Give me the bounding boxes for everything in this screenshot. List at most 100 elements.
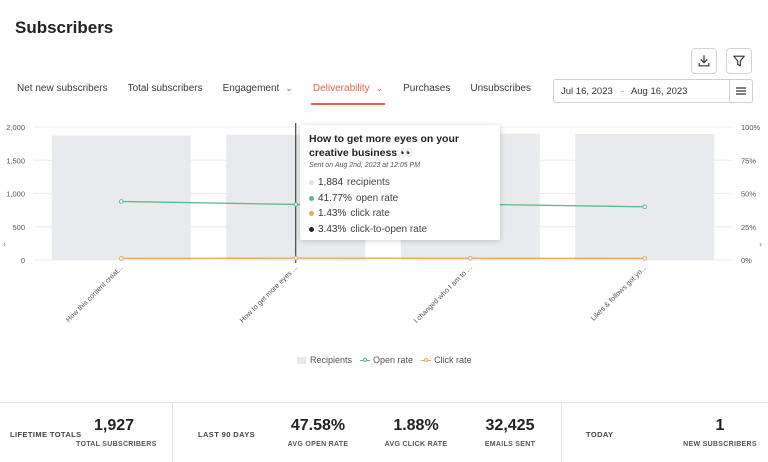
point-click-rate	[467, 255, 473, 261]
date-range-start: Jul 16, 2023	[561, 85, 613, 97]
x-axis-tick-label: Likes & follows got yo...	[589, 263, 648, 322]
tab-label: Total subscribers	[127, 83, 203, 94]
avg-open-rate-stat: 47.58% AVG OPEN RATE	[278, 417, 358, 448]
filter-button[interactable]	[726, 48, 752, 74]
series-dot-icon	[309, 226, 314, 232]
page-title: Subscribers	[15, 18, 114, 37]
tooltip-row-value: 1,884	[318, 177, 344, 188]
emails-sent-stat: 32,425 EMAILS SENT	[470, 417, 550, 448]
y-axis-tick-label: 1,500	[6, 156, 25, 165]
new-subscribers-value: 1	[715, 417, 725, 434]
tab-engagement[interactable]: Engagement ⌄	[223, 83, 293, 105]
point-click-rate	[642, 256, 648, 261]
legend-recipients-swatch	[297, 356, 306, 364]
menu-icon	[736, 87, 746, 95]
legend-click-rate-swatch	[421, 357, 432, 362]
total-subscribers-value: 1,927	[93, 417, 135, 434]
tooltip-row-label: recipients	[347, 177, 390, 188]
tooltip-subtitle: Sent on Aug 2nd, 2023 at 12:05 PM	[309, 162, 421, 169]
avg-click-rate-stat: 1.88% AVG CLICK RATE	[376, 417, 456, 448]
total-subscribers-stat: 1,927 TOTAL SUBSCRIBERS	[76, 417, 157, 448]
new-subscribers-stat: 1 NEW SUBSCRIBERS	[680, 417, 760, 448]
legend-click-rate[interactable]: Click rate	[421, 355, 472, 365]
legend-open-rate-swatch	[360, 357, 371, 362]
download-icon	[698, 55, 710, 67]
tooltip-row-label: click rate	[350, 208, 390, 219]
tooltip-row: 1.43% click rate	[309, 206, 491, 222]
chevron-left-icon: ‹	[3, 239, 6, 249]
lifetime-section: LIFETIME TOTALS 1,927 TOTAL SUBSCRIBERS	[0, 403, 173, 462]
legend-recipients-label: Recipients	[310, 355, 353, 365]
tab-deliverability[interactable]: Deliverability ⌄	[310, 83, 386, 105]
date-range-picker[interactable]: Jul 16, 2023 - Aug 16, 2023	[553, 79, 730, 103]
emails-sent-label: EMAILS SENT	[484, 441, 536, 448]
filter-icon	[733, 55, 745, 67]
y2-axis-tick-label: 0%	[741, 256, 752, 265]
avg-open-rate-value: 47.58%	[290, 417, 346, 434]
series-dot-icon	[309, 180, 314, 186]
legend-open-rate[interactable]: Open rate	[360, 355, 413, 365]
tab-unsubscribes[interactable]: Unsubscribes	[470, 83, 531, 105]
today-label: TODAY	[586, 430, 614, 439]
tab-label: Purchases	[403, 83, 451, 94]
legend-recipients[interactable]: Recipients	[297, 355, 352, 365]
today-section: TODAY 1 NEW SUBSCRIBERS	[562, 403, 768, 462]
tab-label: Net new subscribers	[17, 83, 108, 94]
tab-purchases[interactable]: Purchases	[403, 83, 450, 105]
point-click-rate	[293, 255, 299, 261]
bar-recipients	[51, 135, 191, 260]
tooltip-row-label: open rate	[355, 192, 399, 204]
point-open-rate	[118, 199, 124, 204]
tooltip-title: How to get more eyes on your creative bu…	[309, 133, 459, 159]
tab-total-subscribers[interactable]: Total subscribers	[128, 83, 203, 105]
lifetime-totals-label: LIFETIME TOTALS	[10, 430, 82, 439]
date-range-end: Aug 16, 2023	[630, 85, 688, 97]
emails-sent-value: 32,425	[485, 417, 535, 434]
metric-tabs: Net new subscribers Total subscribers Enga…	[17, 83, 551, 105]
stats-footer: LIFETIME TOTALS 1,927 TOTAL SUBSCRIBERS …	[0, 402, 768, 462]
point-open-rate	[293, 202, 299, 207]
y2-axis-tick-label: 25%	[741, 223, 756, 232]
legend-click-rate-label: Click rate	[434, 355, 472, 365]
x-axis-tick-label: How this content creat...	[64, 263, 125, 324]
y2-axis-tick-label: 50%	[741, 190, 756, 199]
tooltip-row-label: click-to-open rate	[350, 223, 428, 235]
chart-tooltip: How to get more eyes on your creative bu…	[300, 125, 500, 240]
tab-label: Engagement	[222, 83, 280, 94]
series-dot-icon	[309, 195, 314, 201]
date-range-separator: -	[620, 85, 624, 97]
tooltip-row: 3.43% click-to-open rate	[309, 222, 491, 238]
tooltip-row-value: 41.77%	[318, 192, 352, 204]
last-90-days-label: LAST 90 DAYS	[198, 430, 256, 439]
chevron-down-icon: ⌄	[375, 83, 384, 93]
chevron-down-icon: ⌄	[285, 83, 293, 93]
point-click-rate	[118, 256, 124, 261]
avg-click-rate-label: AVG CLICK RATE	[384, 441, 448, 448]
avg-open-rate-label: AVG OPEN RATE	[287, 441, 349, 448]
y-axis-tick-label: 2,000	[6, 123, 25, 132]
x-axis-tick-label: I changed who I am to ...	[412, 263, 474, 325]
series-dot-icon	[309, 211, 314, 217]
tab-net-new-subscribers[interactable]: Net new subscribers	[17, 83, 108, 105]
chart-legend: Recipients Open rate Click rate	[297, 355, 480, 365]
tooltip-row: 41.77% open rate	[309, 191, 491, 207]
total-subscribers-label: TOTAL SUBSCRIBERS	[76, 441, 157, 448]
tooltip-row: 1,884 recipients	[309, 175, 491, 191]
download-button[interactable]	[691, 48, 717, 74]
tooltip-row-value: 3.43%	[318, 223, 347, 235]
y-axis-tick-label: 0	[21, 256, 25, 265]
y2-axis-tick-label: 100%	[741, 123, 761, 132]
x-axis-tick-label: How to get more eyes ...	[238, 263, 299, 324]
date-menu-button[interactable]	[729, 79, 753, 103]
point-open-rate	[642, 204, 648, 210]
y-axis-tick-label: 500	[12, 223, 25, 232]
legend-open-rate-label: Open rate	[373, 355, 414, 365]
new-subscribers-label: NEW SUBSCRIBERS	[683, 441, 757, 448]
last-90-days-section: LAST 90 DAYS 47.58% AVG OPEN RATE 1.88% …	[173, 403, 562, 462]
tab-label: Deliverability	[312, 83, 370, 94]
tab-label: Unsubscribes	[470, 83, 531, 94]
y-axis-tick-label: 1,000	[6, 190, 25, 199]
tooltip-row-value: 1.43%	[318, 208, 347, 219]
avg-click-rate-value: 1.88%	[393, 417, 439, 434]
tooltip-rows: 1,884 recipients 41.77% open rate 1.43% click…	[309, 175, 491, 237]
